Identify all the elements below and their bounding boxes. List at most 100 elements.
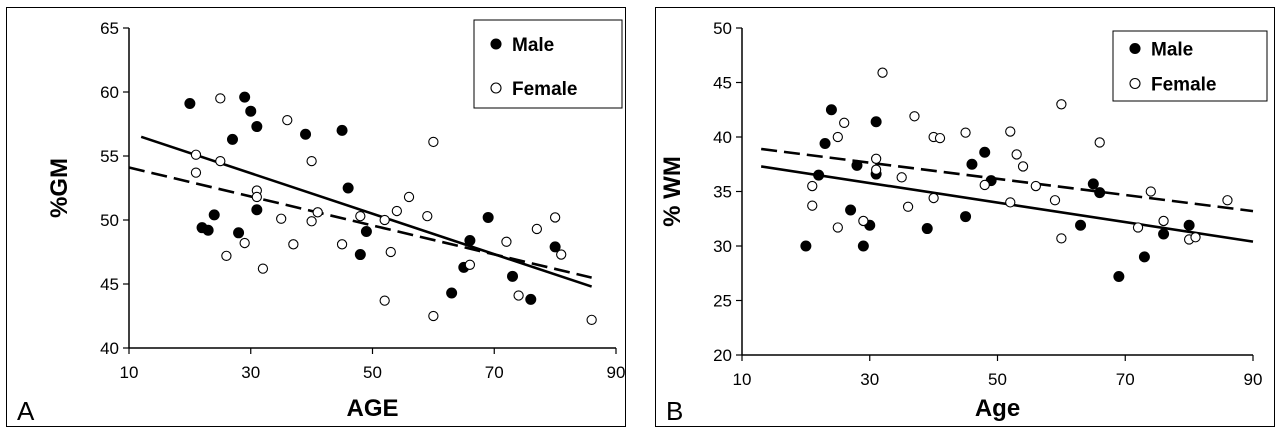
chart-a-y-tick-label: 65 [100, 19, 119, 38]
chart-a-point-female [556, 249, 567, 260]
chart-a-point-male [184, 98, 196, 110]
chart-b-point-male [1087, 178, 1099, 190]
chart-b-x-axis-label: Age [975, 395, 1020, 422]
chart-a-point-female [306, 155, 317, 167]
chart-a-point-male [342, 182, 354, 194]
chart-b-point-male [825, 104, 837, 116]
chart-a-point-female [312, 207, 323, 218]
chart-b-point-female [1017, 161, 1029, 172]
chart-a-point-male [549, 241, 561, 253]
chart-b-point-female [1005, 197, 1016, 208]
chart-b-point-female [979, 179, 990, 191]
chart-b-y-tick-label: 20 [713, 346, 732, 365]
chart-a-legend-marker-female [490, 82, 502, 94]
chart-b-x-tick-label: 50 [988, 370, 1007, 389]
chart-b-point-female [858, 215, 869, 227]
chart-a-point-female [391, 205, 402, 217]
chart-a-point-male [360, 226, 372, 238]
chart-b-point-female [832, 131, 843, 143]
chart-a-point-female [336, 239, 348, 250]
chart-a-point-male [482, 211, 494, 223]
chart-b-point-male [921, 223, 933, 235]
chart-a-y-tick-label: 60 [100, 83, 119, 102]
chart-b-point-female [909, 111, 920, 122]
chart-a-point-female [513, 290, 524, 301]
chart-a-point-female [288, 239, 299, 250]
chart-b-y-tick-label: 50 [713, 19, 732, 38]
chart-a-point-female [422, 211, 433, 222]
chart-b-x-tick-label: 10 [733, 370, 752, 389]
chart-a-point-female [239, 237, 250, 249]
chart-b-svg: 20 25 30 35 40 45 50 10 30 50 70 90 Age % WM B Male Fema… [659, 19, 1268, 426]
chart-a-y-tick-label: 55 [100, 147, 119, 166]
chart-b-legend-box [1112, 30, 1268, 102]
chart-b-x-tick-label: 70 [1116, 370, 1135, 389]
chart-b-point-female [1190, 232, 1201, 243]
chart-b-y-tick-label: 25 [713, 292, 732, 311]
chart-b-point-male [800, 240, 812, 252]
chart-a-x-axis-label: AGE [346, 395, 398, 422]
chart-a-point-male [251, 204, 263, 216]
chart-b-point-male [819, 138, 831, 150]
chart-a-point-male [446, 287, 458, 299]
chart-a-point-female [257, 263, 269, 274]
chart-a-x-tick-label: 10 [120, 363, 139, 382]
chart-a-point-female [190, 167, 202, 178]
chart-b-point-female [1056, 99, 1067, 110]
chart-b-point-female [1132, 222, 1144, 233]
chart-panel-a: 40 45 50 55 60 65 10 30 50 70 90 AGE %GM A Male Female [6, 7, 626, 427]
chart-a-point-male [239, 91, 251, 103]
chart-b-point-male [1094, 187, 1106, 199]
chart-b-y-tick-label: 35 [713, 183, 732, 202]
chart-a-point-male [245, 105, 257, 117]
chart-b-point-male [813, 169, 825, 181]
chart-b-point-female [870, 153, 882, 164]
chart-b-legend-marker-female [1129, 77, 1141, 90]
chart-a-legend-label-female: Female [512, 79, 577, 100]
chart-b-point-male [870, 116, 882, 128]
chart-a-x-tick-label: 90 [607, 363, 626, 382]
chart-b-point-female [807, 200, 818, 211]
chart-b-point-male [1113, 271, 1125, 283]
chart-b-point-female [934, 132, 946, 144]
chart-b-point-male [857, 240, 869, 252]
chart-b-point-male [966, 158, 978, 170]
chart-b-point-male [979, 146, 991, 158]
chart-b-point-male [845, 204, 857, 216]
chart-a-point-female [306, 216, 317, 227]
chart-a-panel-label: A [17, 396, 35, 426]
chart-b-legend-marker-male [1129, 42, 1141, 55]
chart-a-point-female [190, 149, 202, 160]
chart-a-y-axis-label: %GM [46, 158, 73, 218]
chart-a-point-female [379, 214, 390, 226]
chart-a-point-male [251, 121, 263, 133]
chart-a-point-female [355, 211, 366, 222]
chart-a-y-tick-label: 50 [100, 211, 119, 230]
chart-a-legend-marker-male [490, 38, 502, 50]
chart-a-point-male [233, 227, 245, 239]
chart-b-point-female [839, 117, 850, 128]
chart-a-svg: 40 45 50 55 60 65 10 30 50 70 90 AGE %GM A Male Female [17, 19, 626, 426]
chart-a-point-male [208, 209, 220, 221]
chart-a-fit-line-female [128, 166, 592, 279]
chart-a-point-female [215, 155, 226, 167]
chart-b-point-female [1158, 215, 1169, 227]
chart-a-point-female [385, 246, 396, 258]
chart-b-panel-label: B [666, 396, 683, 426]
chart-b-point-female [1049, 195, 1061, 206]
chart-b-point-female [1030, 180, 1041, 192]
chart-a-x-tick-label: 50 [363, 363, 382, 382]
chart-a-point-female [221, 250, 232, 261]
chart-a-point-male [464, 234, 476, 246]
chart-a-point-female [276, 213, 287, 224]
chart-b-point-male [1138, 251, 1150, 263]
chart-b-legend-label-female: Female [1151, 75, 1216, 96]
chart-a-point-male [525, 293, 537, 305]
chart-b-point-female [870, 164, 882, 175]
chart-a-point-male [354, 249, 366, 261]
chart-panel-b: 20 25 30 35 40 45 50 10 30 50 70 90 Age % WM B Male Fema… [655, 7, 1275, 427]
chart-b-point-female [807, 180, 818, 192]
chart-a-point-male [507, 270, 519, 282]
chart-a-point-female [501, 236, 512, 247]
chart-a-point-female [403, 191, 415, 203]
